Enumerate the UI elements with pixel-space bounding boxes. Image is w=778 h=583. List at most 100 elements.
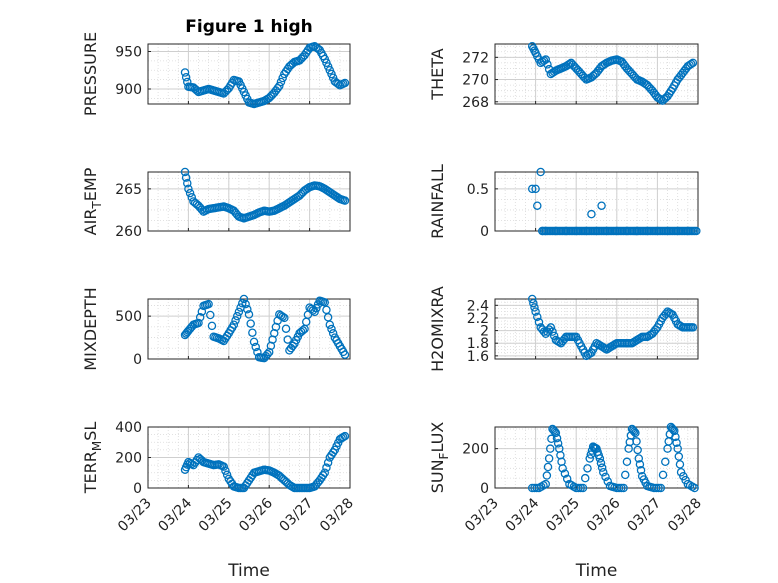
y-tick-label: 1.6 [467, 349, 489, 365]
subplot-2: 268 270 272 THETA [428, 41, 699, 111]
data-point [184, 184, 193, 194]
data-point [549, 426, 558, 435]
data-point [195, 313, 205, 322]
y-tick-label: 900 [115, 82, 142, 98]
data-point [276, 77, 286, 87]
data-point [673, 444, 682, 453]
data-point [565, 59, 574, 69]
y-tick-label: 950 [115, 45, 142, 61]
data-point [543, 60, 552, 69]
data-point [536, 167, 545, 177]
data-point [322, 463, 331, 472]
data-point [281, 324, 291, 333]
data-point [560, 469, 570, 478]
data-point [527, 294, 537, 304]
subplot-6: 1.61.822.22.4 H2OMIXRA [428, 286, 699, 372]
data-point [244, 310, 254, 319]
y-axis-label: H2OMIXRA [428, 286, 447, 372]
data-point [241, 299, 250, 309]
data-point [636, 466, 646, 475]
data-point [672, 438, 681, 447]
y-tick-label: 268 [462, 95, 489, 111]
data-point [238, 299, 247, 308]
data-point [658, 470, 668, 480]
data-point [578, 483, 588, 493]
y-axis-label: SUNFLUX [428, 422, 451, 494]
data-point [534, 317, 544, 327]
data-point [544, 454, 554, 463]
y-tick-label: 0 [133, 481, 142, 497]
data-point [278, 73, 287, 83]
data-point [339, 432, 348, 442]
data-point [622, 457, 632, 467]
data-point [340, 78, 350, 88]
data-point [222, 470, 232, 480]
axes-box [494, 298, 699, 360]
data-point [656, 483, 666, 493]
axes-box [494, 43, 699, 105]
data-point [542, 471, 552, 480]
data-point [219, 462, 228, 471]
data-point [547, 434, 556, 444]
y-tick-label: 200 [462, 442, 489, 458]
data-point [628, 426, 638, 435]
data-point [603, 477, 613, 486]
y-tick-label: 200 [115, 451, 142, 467]
y-axis-label: THETA [428, 48, 447, 100]
data-point [553, 439, 563, 448]
data-point [280, 313, 289, 323]
data-point [632, 437, 641, 446]
data-point [328, 329, 338, 338]
y-tick-label: 400 [115, 420, 142, 436]
data-point [340, 350, 350, 359]
axes-box [147, 171, 351, 232]
data-point [548, 327, 557, 336]
data-point [670, 426, 679, 436]
data-point [533, 312, 542, 322]
data-point [674, 452, 684, 461]
x-axis-label: Time [227, 561, 270, 581]
data-point [340, 196, 350, 205]
data-point [558, 464, 567, 473]
data-point [251, 342, 260, 352]
data-point [671, 432, 680, 442]
data-point [197, 307, 207, 316]
data-point [181, 73, 191, 82]
subplot-4: 0 0.5 RAINFALL [428, 164, 701, 240]
data-point [239, 294, 249, 304]
subplot-3: 260 265 AIRTEMP [81, 167, 351, 240]
data-point [541, 479, 551, 489]
data-point [562, 474, 572, 484]
data-point [675, 460, 685, 469]
data-point [246, 319, 255, 328]
y-tick-label: 2 [480, 324, 489, 340]
data-point [327, 324, 336, 334]
y-axis-label: TERRMSL [81, 422, 104, 495]
data-point [599, 468, 608, 477]
data-point [546, 444, 555, 453]
chart-title: Figure 1 high [185, 17, 313, 37]
data-point [585, 454, 594, 463]
y-tick-label: 265 [115, 182, 142, 198]
data-point [325, 320, 335, 329]
data-point [661, 457, 670, 467]
data-point [204, 299, 213, 309]
y-axis-label: PRESSURE [81, 32, 100, 116]
data-point [541, 55, 551, 64]
y-tick-label: 500 [115, 309, 142, 325]
data-point [206, 310, 215, 320]
data-point [597, 201, 606, 210]
data-point [531, 184, 540, 194]
data-point [232, 311, 242, 321]
data-point [180, 167, 190, 177]
x-axis-label: Time [575, 561, 618, 581]
data-point [194, 318, 203, 328]
axes-box [147, 298, 351, 360]
data-point [249, 337, 259, 347]
data-point [630, 427, 639, 436]
subplot-1: 900 950 PRESSURE Figure 1 high [81, 17, 351, 116]
data-point [183, 178, 192, 188]
y-tick-label: 0 [133, 352, 142, 368]
data-point [221, 466, 230, 475]
